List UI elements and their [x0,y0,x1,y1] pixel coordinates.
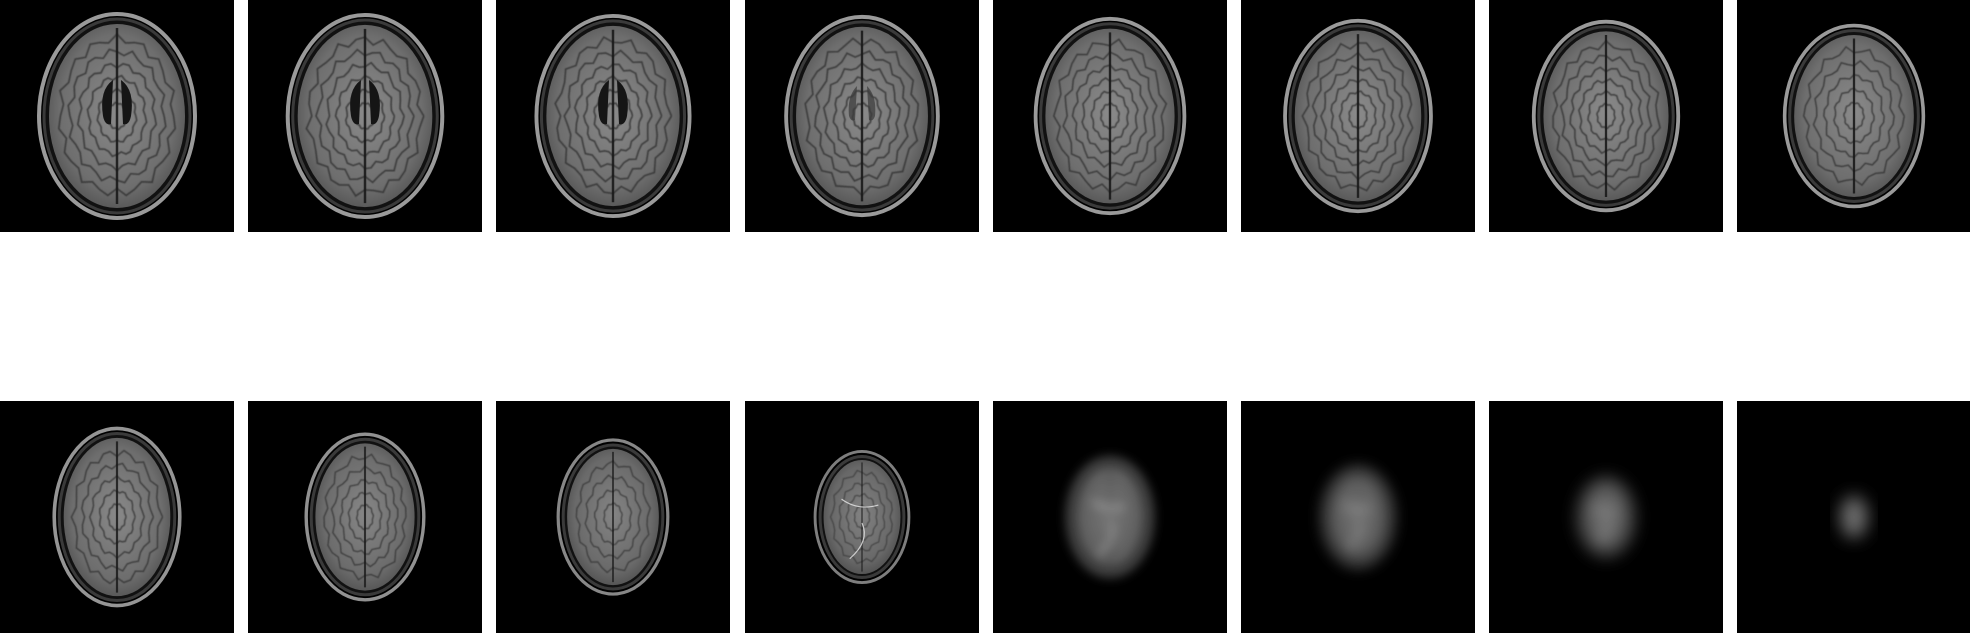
vessel-highlights [1845,509,1861,534]
head-cross-section [784,14,940,218]
vessel-highlights [1342,503,1371,549]
mri-slice-9 [0,401,234,633]
head-cross-section [1839,494,1869,540]
mri-slice-3 [496,0,730,232]
head-cross-section [37,12,197,220]
head-cross-section [556,438,670,596]
head-cross-section [285,12,445,220]
lateral-ventricles [102,80,132,125]
mri-slice-16 [1737,401,1970,633]
mri-slice-2 [248,0,482,232]
head-cross-section [1066,456,1154,578]
vessel-highlights [1091,500,1125,555]
mri-slice-13 [993,401,1227,633]
mri-slice-12 [745,401,979,633]
head-cross-section [813,450,911,584]
head-cross-section [304,432,426,602]
lateral-ventricles [350,80,380,125]
mri-slice-5 [993,0,1227,232]
head-cross-section [1782,23,1926,209]
mri-slice-4 [745,0,979,232]
mri-slice-1 [0,0,234,232]
mri-slice-11 [496,401,730,633]
head-cross-section [1033,16,1187,216]
head-cross-section [1575,475,1637,559]
mri-slice-7 [1489,0,1723,232]
head-cross-section [1283,18,1433,214]
lateral-ventricles [598,80,628,125]
mri-slice-14 [1241,401,1475,633]
vessel-highlights [1593,506,1616,542]
mri-slice-10 [248,401,482,633]
head-cross-section [1531,19,1681,213]
lateral-ventricles [848,86,876,121]
mri-slice-6 [1241,0,1475,232]
head-cross-section [52,426,182,608]
mri-slice-8 [1737,0,1970,232]
head-cross-section [534,13,692,219]
vessel-highlights [841,498,879,560]
head-cross-section [1320,465,1396,569]
mri-slice-15 [1489,401,1723,633]
